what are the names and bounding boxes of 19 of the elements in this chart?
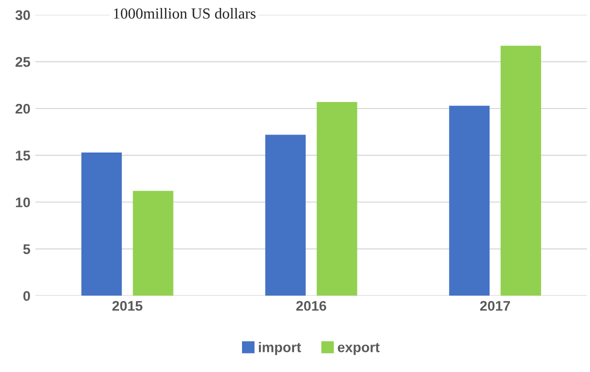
y-tick-label: 5 [23,244,30,254]
x-tick-label: 2016 [296,300,326,311]
bar [265,134,306,296]
legend-label: export [338,343,380,355]
y-tick-label: 0 [23,291,30,301]
bar [81,152,122,296]
y-tick-label: 25 [16,57,30,67]
legend-label: import [258,342,302,355]
y-tick-label: 30 [15,10,30,20]
x-tick-label: 2017 [480,300,510,311]
bar [449,106,490,296]
y-tick-label: 15 [16,150,30,160]
bar [500,46,542,296]
y-axis-title: 1000million US dollars [114,8,256,19]
bar [132,190,174,296]
y-tick-label: 10 [16,197,30,208]
bar [316,102,358,296]
y-tick-label: 20 [16,104,30,114]
x-tick-label: 2015 [112,300,142,311]
